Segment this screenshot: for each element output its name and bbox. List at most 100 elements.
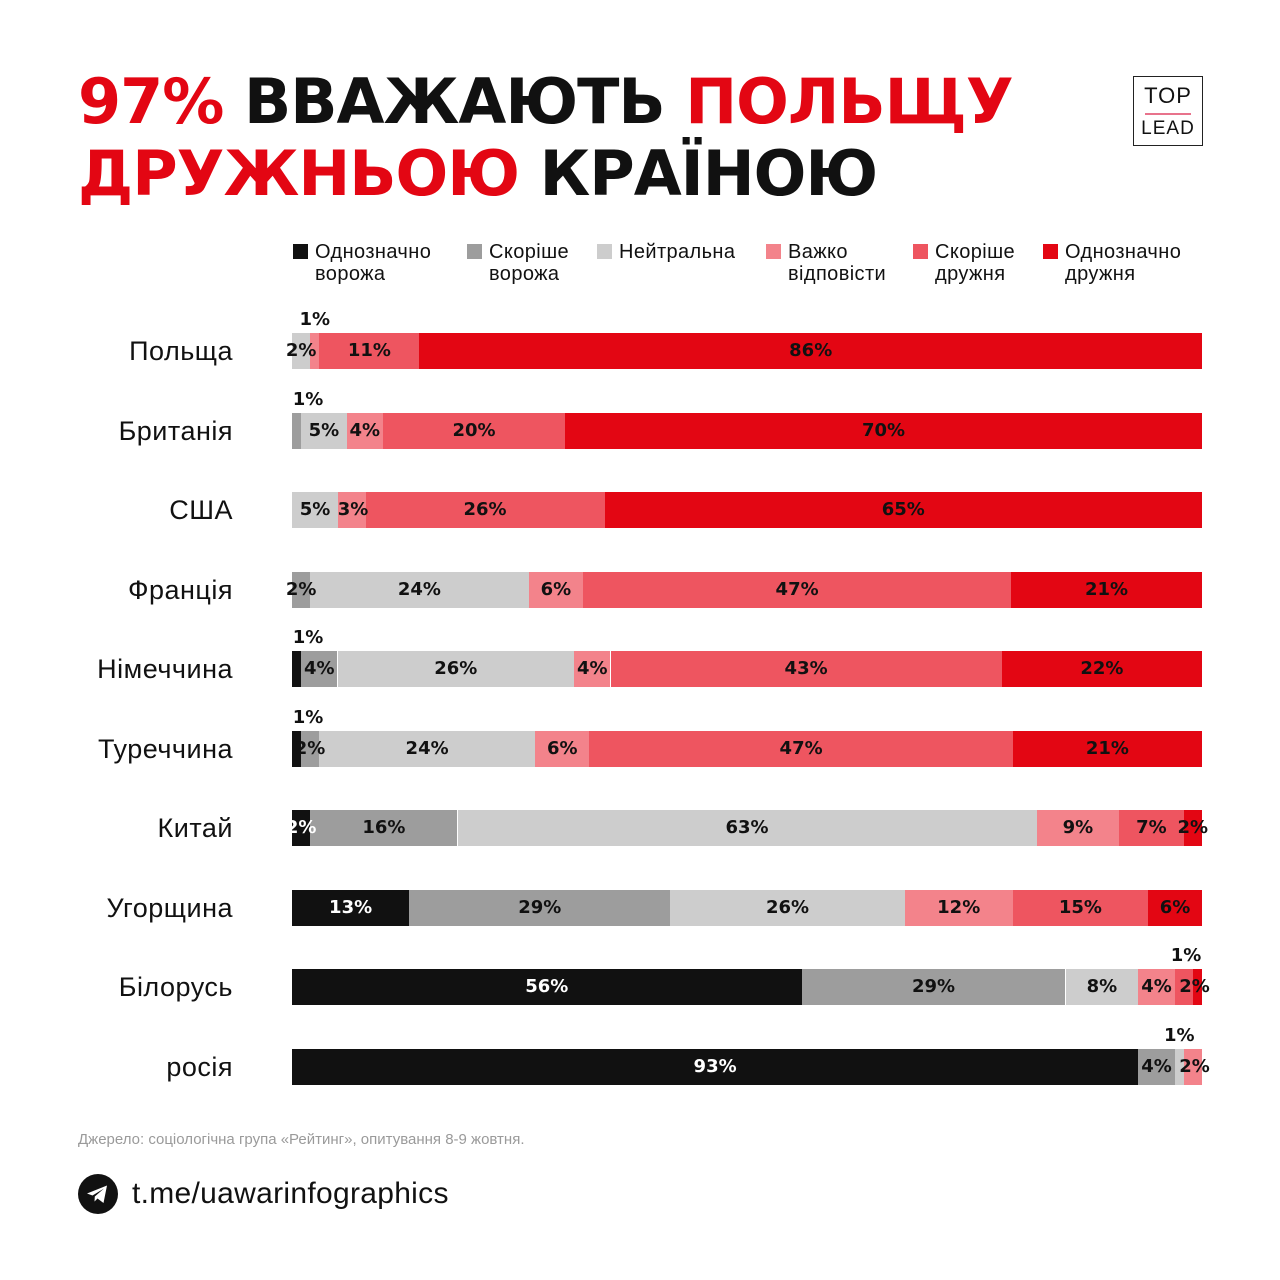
- bar-segment: [338, 492, 366, 528]
- data-label: 1%: [1164, 1024, 1195, 1046]
- bar-segment: [535, 730, 590, 767]
- bar-segment: [574, 651, 611, 687]
- bar-segment: [1012, 889, 1148, 926]
- bar-segment: [292, 492, 338, 528]
- data-label: 93%: [693, 1055, 737, 1077]
- bar-segment: [365, 492, 605, 528]
- data-label: 1%: [292, 627, 324, 648]
- bar-segment: [310, 333, 320, 369]
- legend-swatch: [597, 244, 612, 259]
- data-label: 70%: [861, 419, 906, 441]
- bar-segment: [801, 969, 1066, 1005]
- bar-segment: [301, 730, 319, 767]
- telegram-icon: [78, 1174, 118, 1214]
- data-label: 7%: [1136, 817, 1167, 838]
- data-label: 2%: [1179, 1055, 1210, 1077]
- bar-segment: [292, 969, 802, 1005]
- data-label: 86%: [789, 340, 833, 361]
- title-words-1: ВВАЖАЮТЬ: [223, 65, 686, 138]
- top-lead-logo: TOP LEAD: [1133, 76, 1203, 146]
- bar-segment: [1183, 810, 1202, 846]
- data-label: 56%: [525, 976, 569, 997]
- bar-segment: [1147, 889, 1202, 926]
- bar-segment: [1001, 651, 1202, 687]
- bar-segment: [319, 333, 420, 369]
- legend-swatch: [1043, 244, 1058, 259]
- legend-label: Скоріше дружня: [935, 241, 1016, 285]
- bar-segment: [292, 810, 311, 846]
- chart-legend: Однозначно ворожа Скоріше ворожа Нейтральн…: [0, 0, 1280, 300]
- chart-title: 97% ВВАЖАЮТЬ ПОЛЬЩУ ДРУЖНЬОЮ КРАЇНОЮ: [78, 65, 1014, 210]
- row-label: Британія: [118, 415, 233, 446]
- data-label: 4%: [1141, 1055, 1172, 1077]
- data-label: 4%: [577, 658, 608, 679]
- data-label: 2%: [1179, 976, 1210, 997]
- legend-label: Нейтральна: [619, 241, 736, 263]
- data-label: 24%: [405, 737, 449, 759]
- bar-segment: [337, 651, 575, 687]
- data-label: 26%: [463, 499, 507, 520]
- bar-segment: [310, 810, 458, 846]
- legend-label: Скоріше ворожа: [489, 241, 570, 285]
- legend-swatch: [913, 244, 928, 259]
- data-label: 13%: [329, 896, 373, 918]
- data-label: 1%: [292, 706, 324, 728]
- bar-segment: [292, 571, 311, 608]
- logo-bottom-text: LEAD: [1141, 118, 1195, 139]
- data-label: 16%: [362, 817, 406, 838]
- legend-label: Однозначно ворожа: [315, 241, 432, 285]
- bar-segment: [565, 412, 1202, 449]
- data-label: 26%: [434, 658, 478, 679]
- bar-segment: [1138, 1048, 1175, 1085]
- bar-segment: [1174, 1048, 1184, 1085]
- title-friendly: ДРУЖНЬОЮ: [78, 137, 520, 210]
- data-label: 1%: [299, 309, 331, 330]
- data-label: 3%: [337, 499, 369, 520]
- bar-segment: [419, 333, 1202, 369]
- bar-segment: [1174, 969, 1193, 1005]
- data-label: 4%: [1141, 976, 1172, 997]
- bar-segment: [292, 730, 301, 767]
- data-label: 2%: [285, 340, 317, 361]
- data-label: 1%: [1170, 945, 1202, 966]
- bar-segment: [1010, 571, 1202, 608]
- data-label: 2%: [1177, 817, 1209, 838]
- data-label: 9%: [1062, 817, 1094, 838]
- row-label: росія: [166, 1051, 233, 1082]
- data-label: 4%: [304, 658, 335, 679]
- data-label: 29%: [518, 896, 562, 918]
- bar-segment: [528, 571, 584, 608]
- telegram-link[interactable]: t.me/uawarinfographics: [132, 1177, 449, 1210]
- bar-segment: [383, 412, 565, 449]
- bar-segment: [1192, 969, 1202, 1005]
- data-label: 21%: [1084, 578, 1129, 600]
- data-label: 6%: [547, 737, 578, 759]
- data-label: 47%: [779, 737, 823, 759]
- data-label: 24%: [397, 578, 441, 600]
- legend-swatch: [293, 244, 308, 259]
- bar-segment: [292, 333, 311, 369]
- data-label: 15%: [1058, 896, 1102, 918]
- title-words-2: КРАЇНОЮ: [519, 137, 879, 210]
- data-label: 22%: [1080, 658, 1124, 679]
- data-label: 5%: [308, 419, 340, 441]
- data-label: 2%: [294, 737, 326, 759]
- bar-segment: [292, 412, 302, 449]
- row-label: Білорусь: [118, 972, 233, 1002]
- data-label: 2%: [285, 578, 317, 600]
- bar-segment: [604, 492, 1202, 528]
- data-label: 2%: [285, 817, 317, 838]
- data-label: 63%: [725, 817, 769, 838]
- data-label: 4%: [349, 419, 381, 441]
- data-label: 26%: [765, 896, 810, 918]
- bar-segment: [319, 730, 536, 767]
- data-label: 8%: [1086, 976, 1118, 997]
- bar-segment: [310, 571, 529, 608]
- bar-segment: [1065, 969, 1139, 1005]
- data-label: 29%: [911, 976, 956, 997]
- bar-segment: [292, 1048, 1139, 1085]
- bar-segment: [1138, 969, 1175, 1005]
- row-label: Франція: [127, 574, 233, 605]
- data-label: 5%: [299, 499, 331, 520]
- data-label: 6%: [1159, 896, 1191, 918]
